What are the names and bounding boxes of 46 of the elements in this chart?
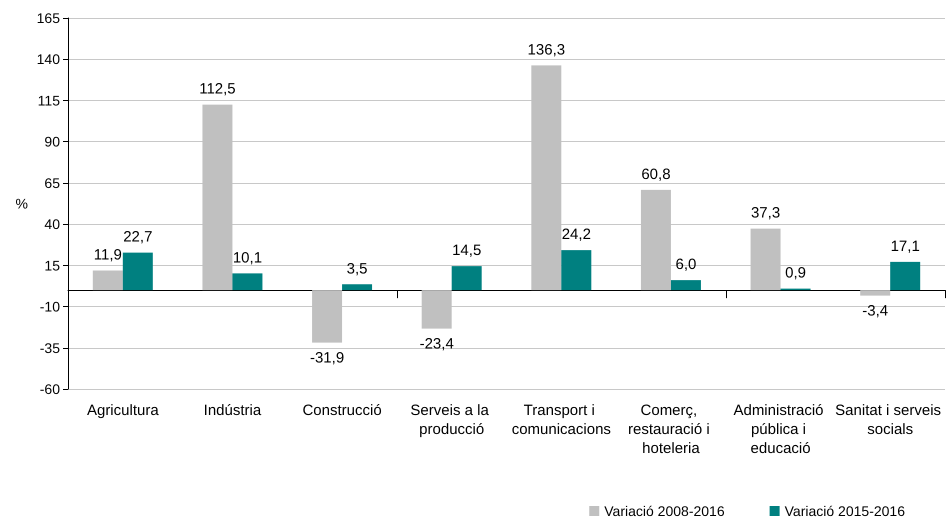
y-tick-label: -60 <box>40 381 60 397</box>
bar <box>452 266 482 290</box>
x-tick-label: Agricultura <box>86 402 160 419</box>
data-label: 136,3 <box>528 41 566 58</box>
x-tick-label: Sanitat i serveis socials <box>835 402 946 438</box>
legend-label: Variació 2008-2016 <box>604 503 725 519</box>
x-tick-label: Indústria <box>204 402 262 419</box>
data-label: 3,5 <box>346 260 368 278</box>
y-tick-label: -10 <box>40 298 60 315</box>
bar <box>860 290 890 296</box>
data-label: -31,9 <box>310 350 344 367</box>
data-label: 22,7 <box>123 228 152 246</box>
y-tick-label: 40 <box>44 216 60 232</box>
bar <box>122 252 153 290</box>
x-tick-label: Administració pública i educació <box>733 402 828 457</box>
bar <box>92 270 123 290</box>
data-label: 60,8 <box>641 166 671 183</box>
y-tick-label: -35 <box>40 340 60 356</box>
data-label: 24,2 <box>562 226 591 244</box>
data-label: 11,9 <box>94 246 122 264</box>
data-label: 0,9 <box>785 264 806 282</box>
y-tick-label: 65 <box>44 174 60 191</box>
y-tick-label: 90 <box>44 134 60 150</box>
data-label: -3,4 <box>862 302 888 320</box>
data-label: 112,5 <box>199 80 236 98</box>
y-tick-label: 140 <box>36 51 60 68</box>
data-label: -23,4 <box>420 336 454 353</box>
bar <box>890 262 920 290</box>
x-tick-label: Construcció <box>302 402 382 419</box>
bar <box>342 284 372 290</box>
data-label: 6,0 <box>676 256 696 274</box>
y-tick-label: 115 <box>38 92 60 108</box>
x-tick-label: Comerç, restauració i hoteleria <box>628 402 714 457</box>
bar <box>561 250 592 290</box>
bar <box>232 273 262 290</box>
data-label: 37,3 <box>750 204 780 222</box>
x-tick-label: Serveis a la producció <box>410 402 493 438</box>
y-tick-label: 15 <box>44 257 60 274</box>
y-tick-label: 165 <box>36 10 60 26</box>
y-axis-title: % <box>16 196 28 212</box>
legend-label: Variació 2015-2016 <box>784 503 906 519</box>
data-label: 17,1 <box>890 238 920 255</box>
bar <box>670 280 701 290</box>
data-label: 14,5 <box>452 242 482 260</box>
data-label: 10,1 <box>232 249 262 266</box>
x-tick-label: Transport i comunicacions <box>512 402 611 438</box>
